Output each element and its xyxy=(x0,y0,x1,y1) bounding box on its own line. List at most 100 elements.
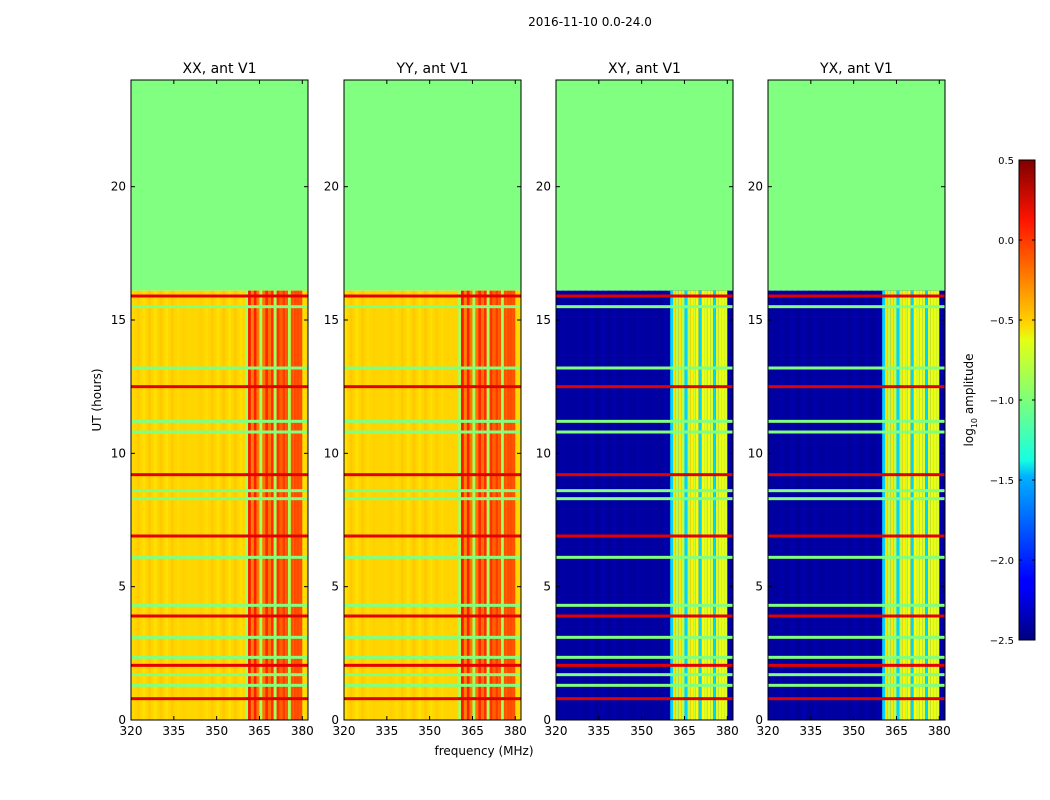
channel-stripe xyxy=(366,290,370,720)
channel-stripe xyxy=(561,290,565,720)
channel-stripe xyxy=(441,290,444,720)
channel-stripe xyxy=(807,290,811,720)
x-tick-label: 350 xyxy=(842,724,865,738)
channel-stripe xyxy=(344,290,347,720)
panel-image xyxy=(344,80,521,720)
y-tick-label: 20 xyxy=(111,180,126,194)
colorbar-tick-label: −1.5 xyxy=(990,476,1014,487)
channel-stripe xyxy=(796,290,800,720)
flagged-row xyxy=(131,603,308,607)
panel-frame xyxy=(555,79,734,721)
channel-stripe xyxy=(205,290,209,720)
flagged-row xyxy=(131,635,308,639)
x-tick-label: 350 xyxy=(205,724,228,738)
channel-stripe xyxy=(383,290,387,720)
panel-frame xyxy=(767,79,946,721)
channel-stripe xyxy=(825,290,828,720)
flagged-row xyxy=(344,534,521,538)
channel-stripe xyxy=(372,290,376,720)
channel-stripe xyxy=(435,290,439,720)
panel-image xyxy=(556,80,733,720)
rfi-column xyxy=(913,290,917,720)
channel-stripe xyxy=(556,290,559,720)
channel-stripe xyxy=(664,290,668,720)
rfi-column xyxy=(472,290,476,720)
rfi-column xyxy=(675,290,679,720)
y-tick-label: 0 xyxy=(118,713,126,727)
flagged-row xyxy=(344,419,521,423)
channel-stripe xyxy=(378,290,382,720)
rfi-column xyxy=(506,290,510,720)
flagged-row xyxy=(344,603,521,607)
channel-stripe xyxy=(165,290,169,720)
channel-stripe xyxy=(233,290,237,720)
rfi-column xyxy=(724,290,728,720)
x-tick-label: 380 xyxy=(504,724,527,738)
rfi-column xyxy=(273,290,277,720)
flagged-row xyxy=(344,697,521,701)
rfi-column xyxy=(907,290,911,720)
panel-title: XX, ant V1 xyxy=(183,61,257,77)
channel-stripe xyxy=(515,290,519,720)
rfi-column xyxy=(701,290,705,720)
channel-stripe xyxy=(842,290,846,720)
channel-stripe xyxy=(210,290,214,720)
flagged-row xyxy=(131,697,308,701)
y-tick-label: 0 xyxy=(755,713,763,727)
x-tick-label: 320 xyxy=(333,724,356,738)
x-tick-label: 335 xyxy=(587,724,610,738)
flagged-row xyxy=(131,555,308,559)
channel-stripe xyxy=(779,290,783,720)
channel-stripe xyxy=(193,290,197,720)
channel-stripe xyxy=(601,290,605,720)
x-tick-label: 365 xyxy=(673,724,696,738)
rfi-column xyxy=(299,290,303,720)
rfi-column xyxy=(478,290,482,720)
channel-stripe xyxy=(785,290,788,720)
x-tick-label: 380 xyxy=(291,724,314,738)
rfi-column xyxy=(486,290,490,720)
flagged-row xyxy=(768,697,945,701)
channel-stripe xyxy=(136,290,140,720)
flagged-row xyxy=(768,534,945,538)
flagged-row xyxy=(131,614,308,618)
y-tick-label: 10 xyxy=(536,446,551,460)
channel-stripe xyxy=(870,290,874,720)
rfi-column xyxy=(466,290,470,720)
flagged-row xyxy=(556,614,733,618)
channel-stripe xyxy=(170,290,174,720)
rfi-column xyxy=(282,290,286,720)
rfi-column xyxy=(279,290,283,720)
panel-3: XY, ant V1 320 335 350 365 380 0 5 10 15 20 xyxy=(536,61,739,738)
flagged-row xyxy=(344,555,521,559)
x-tick-label: 335 xyxy=(799,724,822,738)
rfi-column xyxy=(458,290,462,720)
flagged-row xyxy=(556,473,733,477)
x-tick-label: 380 xyxy=(716,724,739,738)
channel-stripe xyxy=(647,290,651,720)
flagged-row xyxy=(768,473,945,477)
flagged-row xyxy=(768,366,945,370)
panel-image xyxy=(131,80,308,720)
y-tick-label: 20 xyxy=(748,180,763,194)
rfi-column xyxy=(721,290,725,720)
rfi-column xyxy=(276,290,280,720)
flagged-row xyxy=(556,294,733,298)
x-tick-label: 320 xyxy=(545,724,568,738)
rfi-column xyxy=(927,290,931,720)
rfi-column xyxy=(710,290,714,720)
channel-stripe xyxy=(727,290,731,720)
flagged-row xyxy=(131,534,308,538)
channel-stripe xyxy=(349,290,353,720)
flagged-row xyxy=(768,663,945,667)
rfi-column xyxy=(245,290,249,720)
x-tick-label: 365 xyxy=(461,724,484,738)
flagged-row xyxy=(131,366,308,370)
rfi-column xyxy=(259,290,263,720)
channel-stripe xyxy=(361,290,364,720)
channel-stripe xyxy=(641,290,645,720)
rfi-column xyxy=(483,290,487,720)
channel-stripe xyxy=(423,290,427,720)
channel-stripe xyxy=(412,290,416,720)
x-tick-label: 365 xyxy=(248,724,271,738)
